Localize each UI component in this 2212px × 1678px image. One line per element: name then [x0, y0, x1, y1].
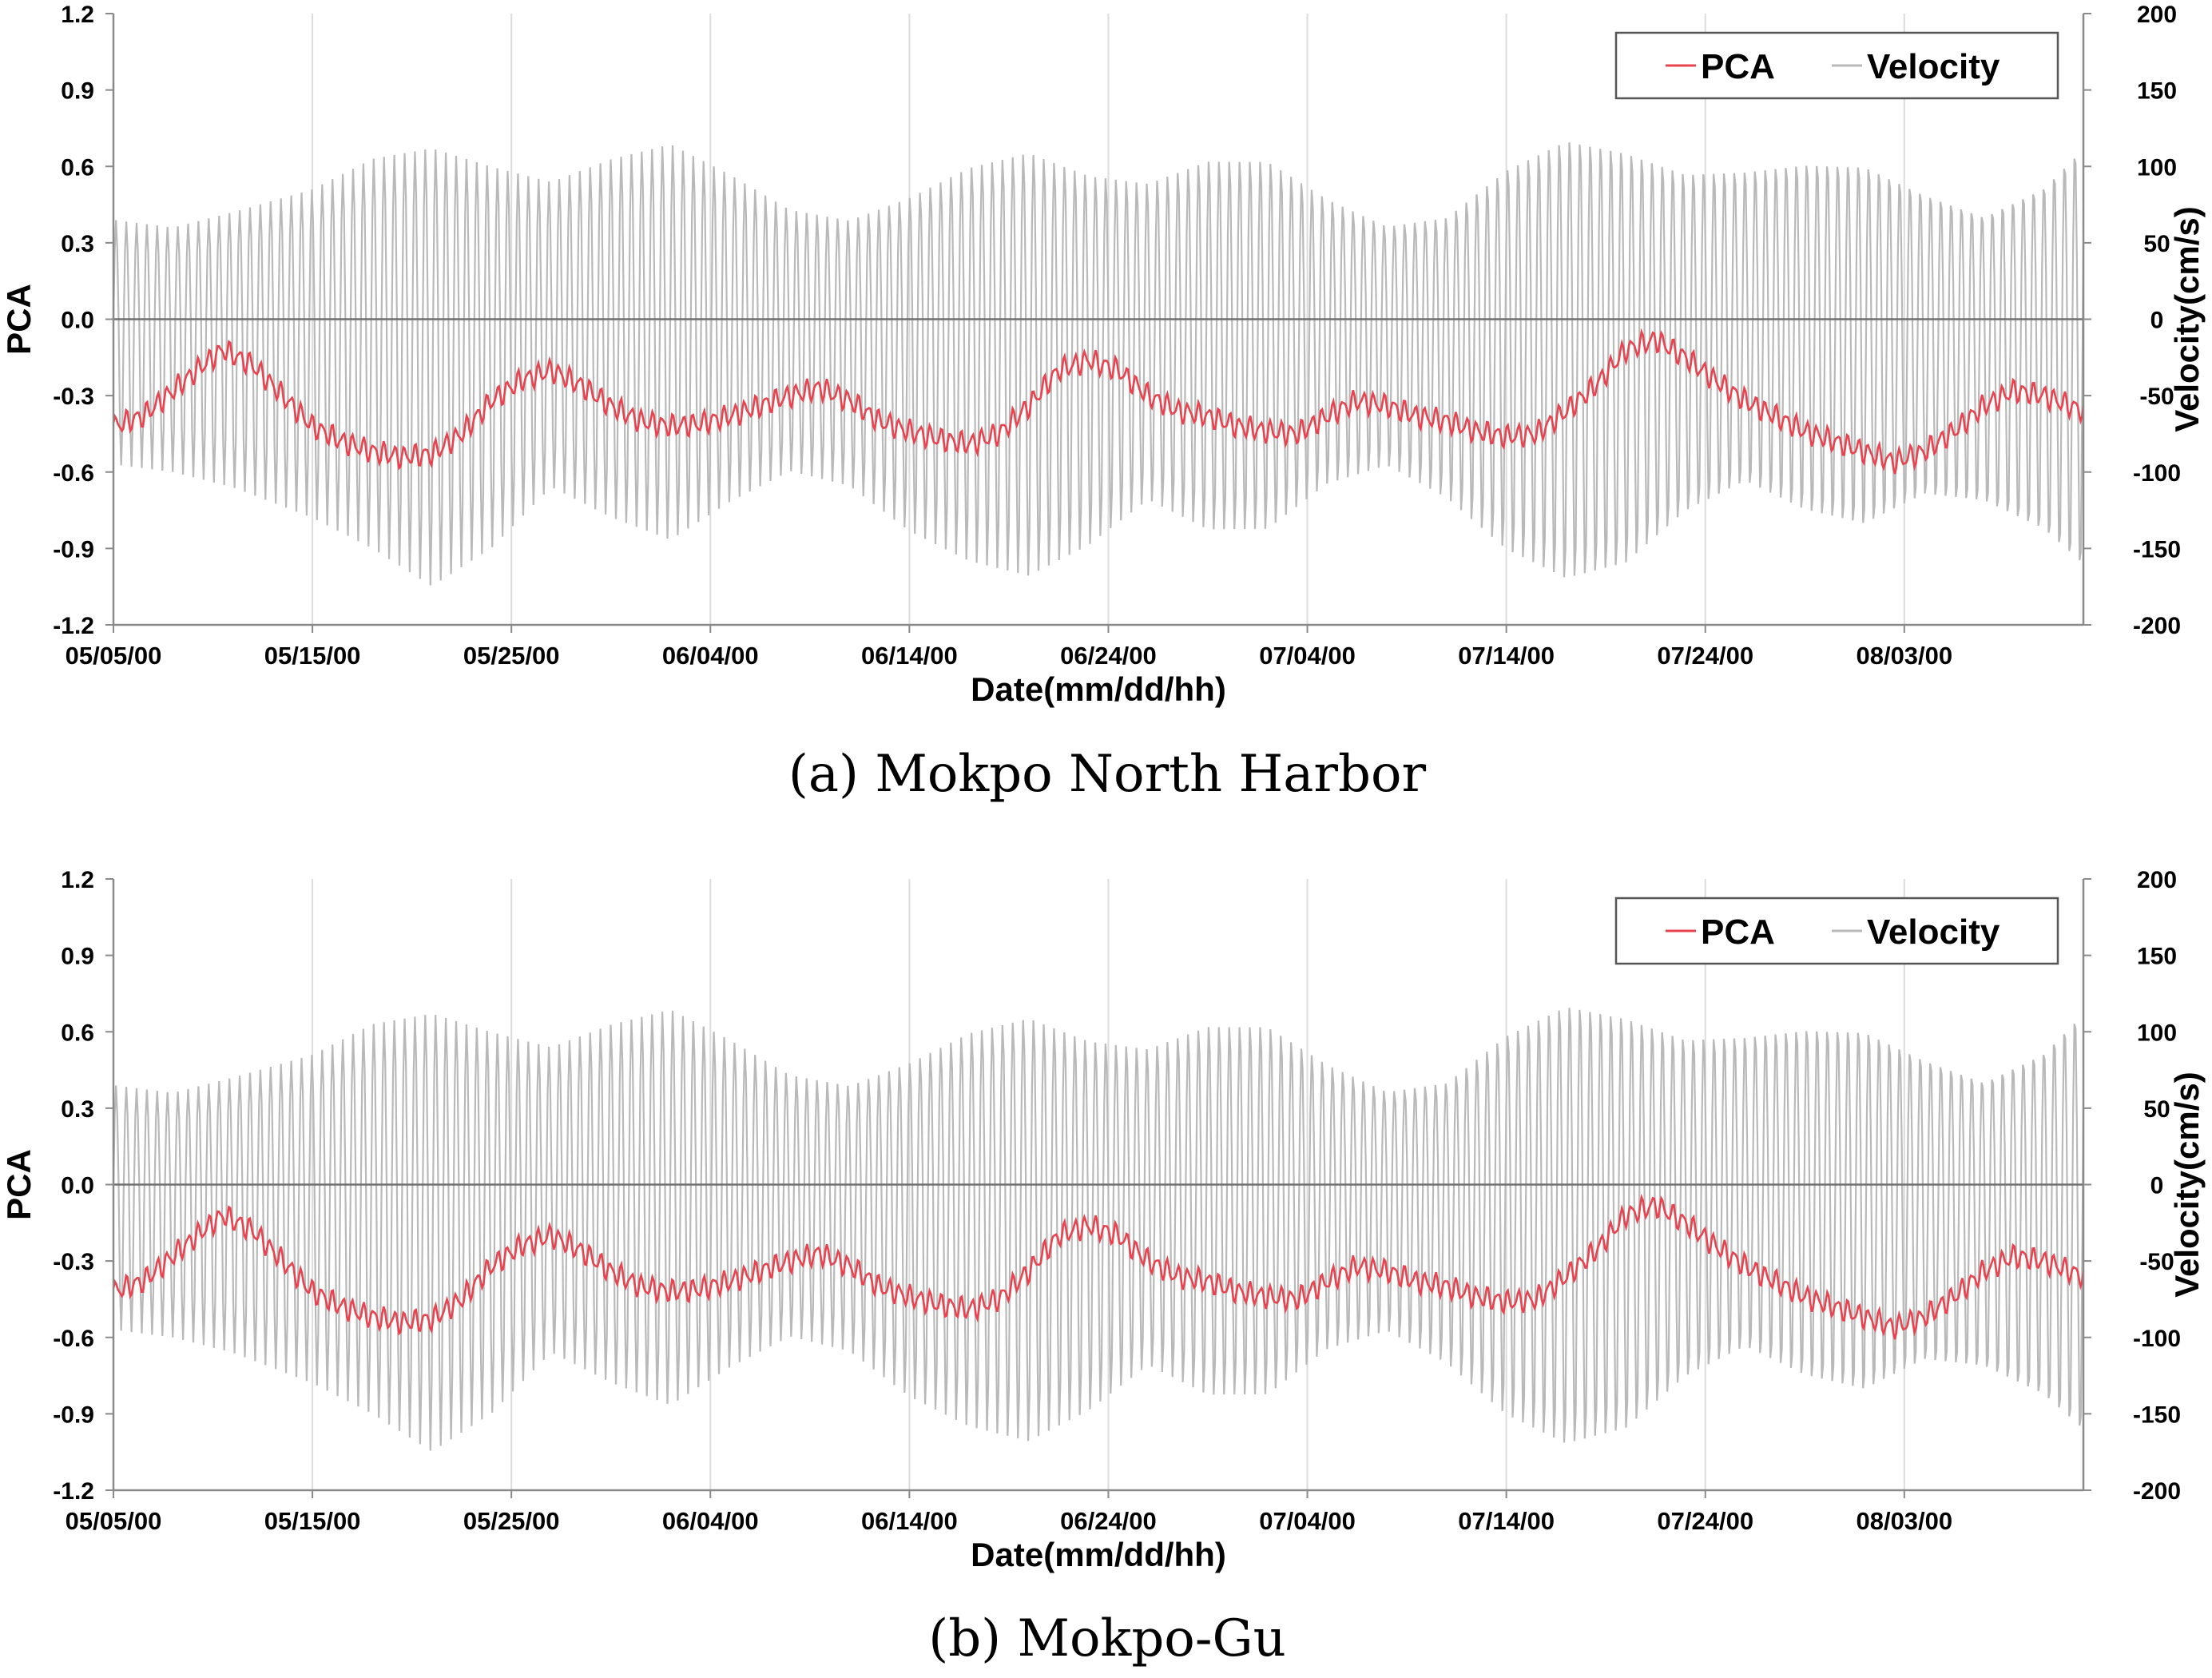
y-tick-label: 0.9	[61, 78, 94, 105]
x-tick-label: 07/04/00	[1259, 1507, 1356, 1535]
y-tick-label: 1.2	[61, 867, 94, 893]
legend: PCA Velocity	[1614, 897, 2059, 965]
y2-tick-label: 150	[2137, 944, 2177, 970]
y2-axis-title: Velocity(cm/s)	[2168, 1072, 2206, 1297]
y2-tick-label: 100	[2137, 1020, 2177, 1046]
y2-tick-label: 0	[2150, 308, 2164, 334]
legend-label-pca: PCA	[1701, 913, 1775, 952]
y2-tick-label: -200	[2133, 613, 2181, 639]
y2-tick-label: -150	[2133, 536, 2181, 563]
y-tick-label: 0.0	[61, 1173, 94, 1199]
x-tick-label: 07/14/00	[1458, 1507, 1555, 1535]
x-tick-label: 06/14/00	[861, 642, 958, 670]
chart-panel-a: 1.2 0.9 0.6 0.3 0.0 -0.3 -0.6 -0.9 -1.2 200 150 100…	[0, 2, 2206, 804]
x-tick-label: 05/25/00	[463, 642, 560, 670]
x-tick-label: 05/05/00	[66, 1507, 162, 1535]
x-tick-label: 06/24/00	[1060, 642, 1157, 670]
y2-axis-title: Velocity(cm/s)	[2168, 206, 2206, 431]
x-tick-label: 05/15/00	[264, 642, 361, 670]
y2-tick-label: 50	[2143, 231, 2170, 257]
x-axis-title: Date(mm/dd/hh)	[971, 1536, 1226, 1573]
y2-tick-label: 100	[2137, 154, 2177, 181]
y2-tick-label: -100	[2133, 460, 2181, 487]
y2-tick-label: 150	[2137, 78, 2177, 105]
x-tick-label: 06/24/00	[1060, 1507, 1157, 1535]
y-tick-label: -1.2	[53, 613, 94, 639]
x-tick-label: 08/03/00	[1856, 1507, 1952, 1535]
y-tick-label: -0.6	[53, 1326, 94, 1352]
pca-series-line	[112, 1193, 2085, 1340]
y-tick-label: -0.3	[53, 1249, 94, 1275]
y-tick-label: 0.9	[61, 944, 94, 970]
legend-label-velocity: Velocity	[1867, 47, 2000, 86]
x-axis-title: Date(mm/dd/hh)	[971, 670, 1226, 708]
panel-caption: (a) Mokpo North Harbor	[788, 745, 1427, 804]
y2-tick-label: -50	[2139, 384, 2174, 410]
legend-label-pca: PCA	[1701, 47, 1775, 86]
x-tick-label: 06/04/00	[662, 642, 759, 670]
legend: PCA Velocity	[1614, 31, 2059, 100]
y2-tick-label: 200	[2137, 867, 2177, 893]
y-tick-label: 1.2	[61, 2, 94, 28]
y2-tick-label: -150	[2133, 1402, 2181, 1428]
y-tick-label: -0.9	[53, 1402, 94, 1428]
x-tick-label: 08/03/00	[1856, 642, 1952, 670]
y-axis-title: PCA	[0, 284, 38, 355]
y2-tick-label: 50	[2143, 1096, 2170, 1123]
y2-tick-label: 200	[2137, 2, 2177, 28]
pca-series-line	[112, 328, 2085, 475]
y-tick-label: 0.6	[61, 154, 94, 181]
x-tick-label: 07/24/00	[1657, 1507, 1753, 1535]
y-tick-label: -0.9	[53, 536, 94, 563]
y-tick-label: 0.0	[61, 308, 94, 334]
y-tick-label: -0.3	[53, 384, 94, 410]
y-tick-label: 0.3	[61, 1096, 94, 1123]
x-tick-label: 07/14/00	[1458, 642, 1555, 670]
x-tick-label: 05/25/00	[463, 1507, 560, 1535]
y2-tick-label: -50	[2139, 1249, 2174, 1275]
x-tick-label: 07/04/00	[1259, 642, 1356, 670]
y-tick-label: -1.2	[53, 1478, 94, 1505]
y-tick-label: -0.6	[53, 460, 94, 487]
legend-label-velocity: Velocity	[1867, 913, 2000, 952]
y-axis-title: PCA	[0, 1149, 38, 1220]
y2-tick-label: -100	[2133, 1326, 2181, 1352]
x-tick-label: 06/14/00	[861, 1507, 958, 1535]
y2-tick-label: -200	[2133, 1478, 2181, 1505]
chart-panel-b: 1.2 0.9 0.6 0.3 0.0 -0.3 -0.6 -0.9 -1.2 200 150 100…	[0, 867, 2206, 1668]
y-tick-label: 0.3	[61, 231, 94, 257]
x-tick-label: 05/05/00	[66, 642, 162, 670]
y2-tick-label: 0	[2150, 1173, 2164, 1199]
panel-caption: (b) Mokpo-Gu	[928, 1609, 1286, 1668]
x-tick-label: 07/24/00	[1657, 642, 1753, 670]
y-tick-label: 0.6	[61, 1020, 94, 1046]
x-tick-label: 05/15/00	[264, 1507, 361, 1535]
x-tick-label: 06/04/00	[662, 1507, 759, 1535]
